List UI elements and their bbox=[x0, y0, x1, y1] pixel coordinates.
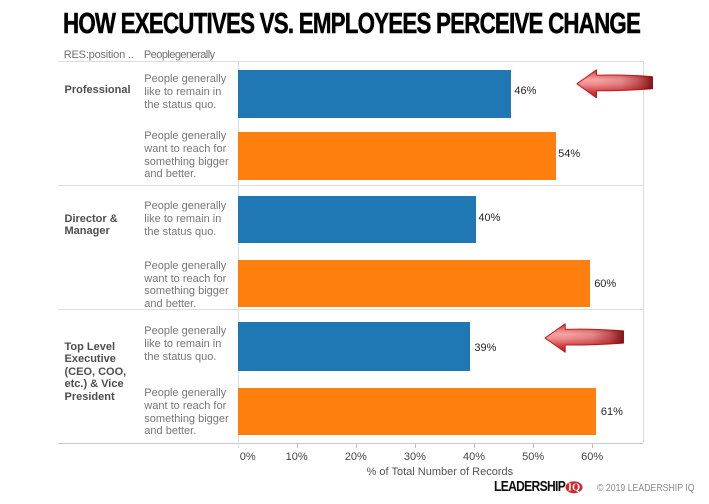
svg-text:IQ: IQ bbox=[568, 483, 580, 494]
